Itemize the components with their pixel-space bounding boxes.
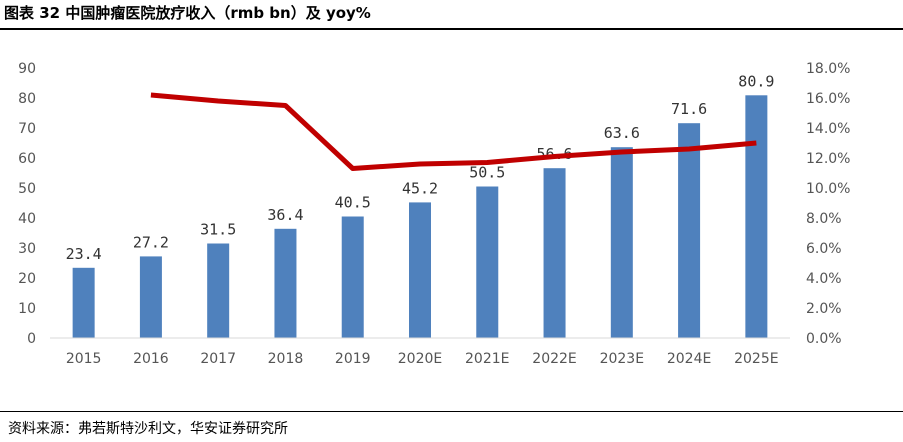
x-tick-2016: 2016 [133, 351, 169, 367]
bar-2025E [745, 95, 768, 338]
right-y-tick-10.0pct: 10.0% [806, 181, 850, 197]
left-y-tick-90: 90 [18, 61, 36, 77]
x-tick-2017: 2017 [200, 351, 236, 367]
x-tick-2018: 2018 [268, 351, 304, 367]
bar-label-2017: 31.5 [200, 221, 236, 239]
source-rule [0, 411, 903, 412]
right-y-tick-16.0pct: 16.0% [806, 91, 850, 107]
bar-label-2016: 27.2 [133, 233, 169, 251]
bar-label-2023E: 63.6 [604, 124, 640, 142]
right-y-axis-tick-labels: 0.0% 2.0% 4.0% 6.0% 8.0% 10.0% 12.0% 14.0% 16.0%… [806, 61, 850, 347]
x-tick-2022E: 2022E [532, 351, 576, 367]
left-y-tick-20: 20 [18, 271, 36, 287]
bar-2019 [341, 216, 364, 338]
x-axis-tick-labels: 2015 2016 2017 2018 2019 2020E 2021E 2022E 2023E… [66, 351, 779, 367]
left-y-tick-0: 0 [27, 331, 36, 347]
right-y-tick-14.0pct: 14.0% [806, 121, 850, 137]
left-y-tick-50: 50 [18, 181, 36, 197]
bar-2021E [476, 186, 499, 338]
right-y-tick-18.0pct: 18.0% [806, 61, 850, 77]
x-tick-2025E: 2025E [734, 351, 778, 367]
bar-2017 [207, 243, 230, 338]
chart-title: 图表 32 中国肿瘤医院放疗收入（rmb bn）及 yoy% [4, 4, 371, 22]
right-y-tick-4.0pct: 4.0% [806, 271, 842, 287]
bar-2020E [409, 202, 431, 338]
right-y-tick-2.0pct: 2.0% [806, 301, 842, 317]
x-tick-2024E: 2024E [667, 351, 711, 367]
bar-series [72, 95, 768, 338]
x-tick-2023E: 2023E [600, 351, 644, 367]
left-y-tick-70: 70 [18, 121, 36, 137]
bar-label-2020E: 45.2 [402, 179, 438, 197]
x-tick-2015: 2015 [66, 351, 102, 367]
x-tick-2020E: 2020E [398, 351, 442, 367]
bar-label-2024E: 71.6 [671, 100, 707, 118]
right-y-tick-8.0pct: 8.0% [806, 211, 842, 227]
bar-2018 [274, 228, 297, 338]
bar-2022E [543, 168, 566, 338]
bar-label-2021E: 50.5 [469, 164, 505, 182]
right-y-tick-6.0pct: 6.0% [806, 241, 842, 257]
bar-label-2018: 36.4 [267, 206, 303, 224]
bar-2015 [72, 267, 95, 338]
right-y-tick-12.0pct: 12.0% [806, 151, 850, 167]
left-y-tick-80: 80 [18, 91, 36, 107]
bar-2023E [610, 147, 633, 338]
bar-label-2015: 23.4 [66, 245, 102, 263]
x-tick-2019: 2019 [335, 351, 371, 367]
left-y-tick-30: 30 [18, 241, 36, 257]
title-rule [0, 28, 903, 30]
bar-label-2025E: 80.9 [738, 72, 774, 90]
yoy-line [150, 92, 757, 171]
x-tick-2021E: 2021E [465, 351, 509, 367]
right-y-tick-0.0pct: 0.0% [806, 331, 842, 347]
left-y-tick-40: 40 [18, 211, 36, 227]
left-y-axis-tick-labels: 0 10 20 30 40 50 60 70 80 90 [18, 61, 36, 347]
bar-2016 [139, 256, 162, 338]
left-y-tick-60: 60 [18, 151, 36, 167]
bar-label-2019: 40.5 [335, 194, 371, 212]
source-note: 资料来源：弗若斯特沙利文，华安证券研究所 [8, 421, 288, 437]
left-y-tick-10: 10 [18, 301, 36, 317]
bar-2024E [678, 123, 701, 338]
